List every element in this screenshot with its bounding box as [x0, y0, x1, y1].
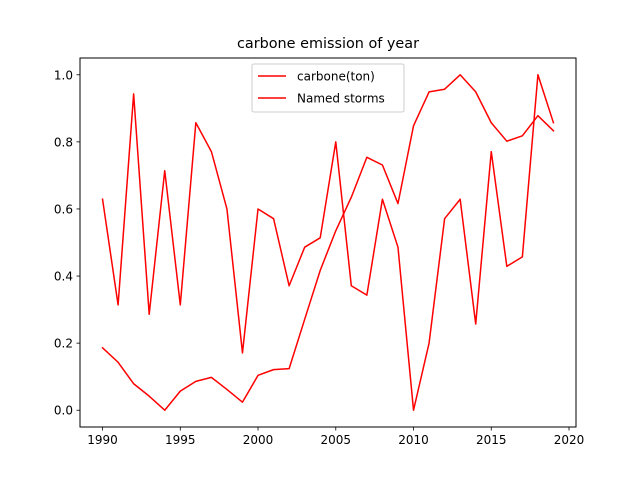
y-tick-label: 0.8 — [54, 135, 73, 149]
x-tick-label: 2005 — [321, 433, 352, 447]
x-tick-label: 2015 — [476, 433, 507, 447]
series-layer — [101, 74, 555, 411]
plot-frame — [79, 57, 577, 428]
legend: carbone(ton) Named storms — [251, 63, 405, 113]
chart-title: carbone emission of year — [237, 36, 419, 52]
legend-box — [251, 63, 405, 113]
y-tick-label: 0.2 — [54, 337, 73, 351]
y-tick-label: 0.6 — [54, 202, 73, 216]
y-tick-label: 0.4 — [54, 270, 73, 284]
series-line-0 — [101, 74, 555, 411]
x-tick-label: 2000 — [243, 433, 274, 447]
y-axis: 0.0 0.2 0.4 0.6 0.8 1.0 — [54, 68, 80, 418]
x-tick-label: 1995 — [165, 433, 196, 447]
x-tick-label: 2020 — [554, 433, 585, 447]
legend-label-carbone: carbone(ton) — [297, 70, 375, 84]
x-tick-label: 1990 — [87, 433, 118, 447]
x-tick-label: 2010 — [398, 433, 429, 447]
legend-label-named-storms: Named storms — [297, 92, 385, 106]
y-tick-label: 1.0 — [54, 68, 73, 82]
series-line-1 — [101, 74, 555, 411]
y-tick-label: 0.0 — [54, 404, 73, 418]
x-axis: 1990 1995 2000 2005 2010 2015 2020 — [87, 427, 584, 447]
